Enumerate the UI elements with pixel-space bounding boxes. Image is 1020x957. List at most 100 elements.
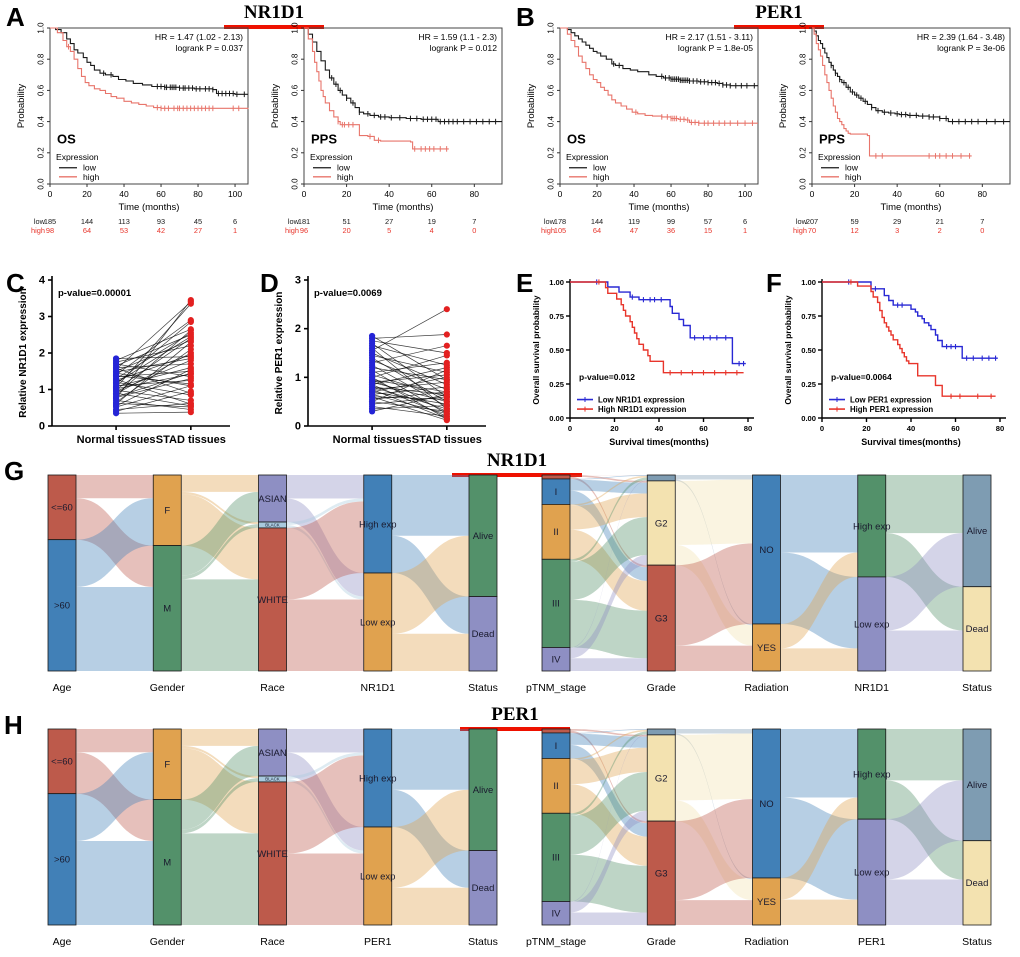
svg-text:0: 0 (39, 421, 45, 433)
svg-text:96: 96 (300, 226, 308, 235)
svg-text:20: 20 (342, 189, 352, 199)
panel-letter-b: B (516, 2, 535, 32)
svg-text:HR = 2.17 (1.51 - 3.11): HR = 2.17 (1.51 - 3.11) (666, 32, 754, 42)
svg-text:Status: Status (962, 936, 992, 948)
svg-text:III: III (552, 853, 560, 864)
panel-letter-f: F (766, 268, 782, 298)
svg-text:20: 20 (82, 189, 92, 199)
svg-text:Survival times(months): Survival times(months) (609, 437, 709, 447)
svg-text:0.8: 0.8 (37, 53, 46, 65)
svg-text:40: 40 (384, 189, 394, 199)
svg-text:57: 57 (704, 217, 712, 226)
svg-text:<=60: <=60 (51, 757, 73, 768)
svg-text:High exp: High exp (853, 769, 891, 780)
svg-text:0: 0 (980, 226, 984, 235)
svg-text:1: 1 (233, 226, 237, 235)
svg-text:High exp: High exp (853, 521, 891, 532)
svg-text:80: 80 (996, 424, 1004, 433)
svg-text:40: 40 (655, 424, 663, 433)
svg-text:Low exp: Low exp (854, 867, 889, 878)
sankey-nr1d1-clinical: IIIIIIIVpTNM_stageG2G3GradeNOYESRadiatio… (526, 474, 992, 694)
svg-text:0.8: 0.8 (799, 53, 808, 65)
svg-text:Age: Age (53, 936, 72, 948)
svg-text:M: M (163, 604, 171, 615)
svg-text:Alive: Alive (473, 785, 494, 796)
svg-text:PER1: PER1 (364, 936, 392, 948)
svg-text:36: 36 (667, 226, 675, 235)
svg-text:ASIAN: ASIAN (258, 748, 287, 759)
svg-text:Relative NR1D1 expression: Relative NR1D1 expression (18, 288, 29, 418)
svg-text:1: 1 (39, 384, 45, 396)
svg-text:0.2: 0.2 (547, 147, 556, 159)
svg-text:I: I (555, 741, 558, 752)
svg-text:BLACK: BLACK (265, 523, 279, 528)
svg-text:low: low (83, 163, 97, 173)
svg-text:Alive: Alive (473, 531, 494, 542)
svg-text:G3: G3 (655, 613, 668, 624)
svg-text:low: low (337, 163, 351, 173)
svg-text:Race: Race (260, 936, 285, 948)
svg-text:60: 60 (156, 189, 166, 199)
gene-title-nr1d1-g: NR1D1 (452, 450, 582, 477)
svg-text:0.8: 0.8 (291, 53, 300, 65)
svg-text:p-value=0.0069: p-value=0.0069 (314, 288, 382, 299)
svg-text:0.2: 0.2 (291, 147, 300, 159)
svg-text:Grade: Grade (647, 936, 676, 948)
svg-text:Gender: Gender (150, 682, 186, 694)
svg-text:0.25: 0.25 (801, 380, 817, 389)
svg-text:>60: >60 (54, 601, 70, 612)
svg-text:207: 207 (806, 217, 818, 226)
svg-text:Overall survival probability: Overall survival probability (783, 295, 793, 404)
svg-text:27: 27 (194, 226, 202, 235)
svg-text:Race: Race (260, 682, 285, 694)
svg-text:1.00: 1.00 (549, 278, 564, 287)
svg-text:0.4: 0.4 (291, 115, 300, 127)
svg-text:high: high (31, 226, 45, 235)
svg-text:105: 105 (554, 226, 566, 235)
svg-text:NR1D1: NR1D1 (855, 682, 890, 694)
svg-text:0: 0 (295, 421, 301, 433)
svg-text:p-value=0.0064: p-value=0.0064 (831, 372, 892, 382)
svg-text:20: 20 (610, 424, 618, 433)
svg-text:0: 0 (810, 189, 815, 199)
svg-text:0: 0 (472, 226, 476, 235)
svg-text:Radiation: Radiation (744, 936, 789, 948)
svg-text:21: 21 (936, 217, 944, 226)
svg-text:0.50: 0.50 (801, 346, 816, 355)
sankey-per1-clinical: IIIIIIIVpTNM_stageG2G3GradeNOYESRadiatio… (526, 728, 992, 948)
svg-text:0.00: 0.00 (801, 414, 816, 423)
sankey-per1-demographics: <=60 >60 Age F M Gender ASIAN BLACK WHITE Race Hig… (47, 728, 498, 948)
svg-text:Radiation: Radiation (744, 682, 789, 694)
svg-text:6: 6 (743, 217, 747, 226)
svg-text:Low exp: Low exp (854, 619, 889, 630)
svg-text:40: 40 (119, 189, 129, 199)
svg-text:0.0: 0.0 (799, 178, 808, 190)
svg-text:185: 185 (44, 217, 56, 226)
svg-text:PPS: PPS (311, 131, 337, 146)
svg-text:40: 40 (907, 424, 915, 433)
svg-text:Probability: Probability (270, 84, 281, 129)
svg-text:STAD tissues: STAD tissues (412, 434, 482, 446)
svg-text:40: 40 (892, 189, 902, 199)
svg-text:WHITE: WHITE (257, 595, 288, 606)
svg-text:BLACK: BLACK (265, 777, 279, 782)
svg-text:60: 60 (427, 189, 437, 199)
svg-text:Probability: Probability (526, 84, 537, 129)
svg-text:64: 64 (593, 226, 601, 235)
svg-text:Dead: Dead (472, 883, 495, 894)
svg-text:181: 181 (298, 217, 310, 226)
svg-text:NO: NO (759, 545, 773, 556)
svg-text:PPS: PPS (819, 131, 845, 146)
svg-text:0.8: 0.8 (547, 53, 556, 65)
svg-text:0.0: 0.0 (291, 178, 300, 190)
svg-text:0: 0 (48, 189, 53, 199)
svg-text:5: 5 (387, 226, 391, 235)
svg-text:Low PER1 expression: Low PER1 expression (850, 395, 932, 404)
svg-text:70: 70 (808, 226, 816, 235)
svg-text:60: 60 (666, 189, 676, 199)
svg-text:high: high (285, 226, 299, 235)
svg-text:p-value=0.012: p-value=0.012 (579, 372, 635, 382)
svg-text:80: 80 (193, 189, 203, 199)
